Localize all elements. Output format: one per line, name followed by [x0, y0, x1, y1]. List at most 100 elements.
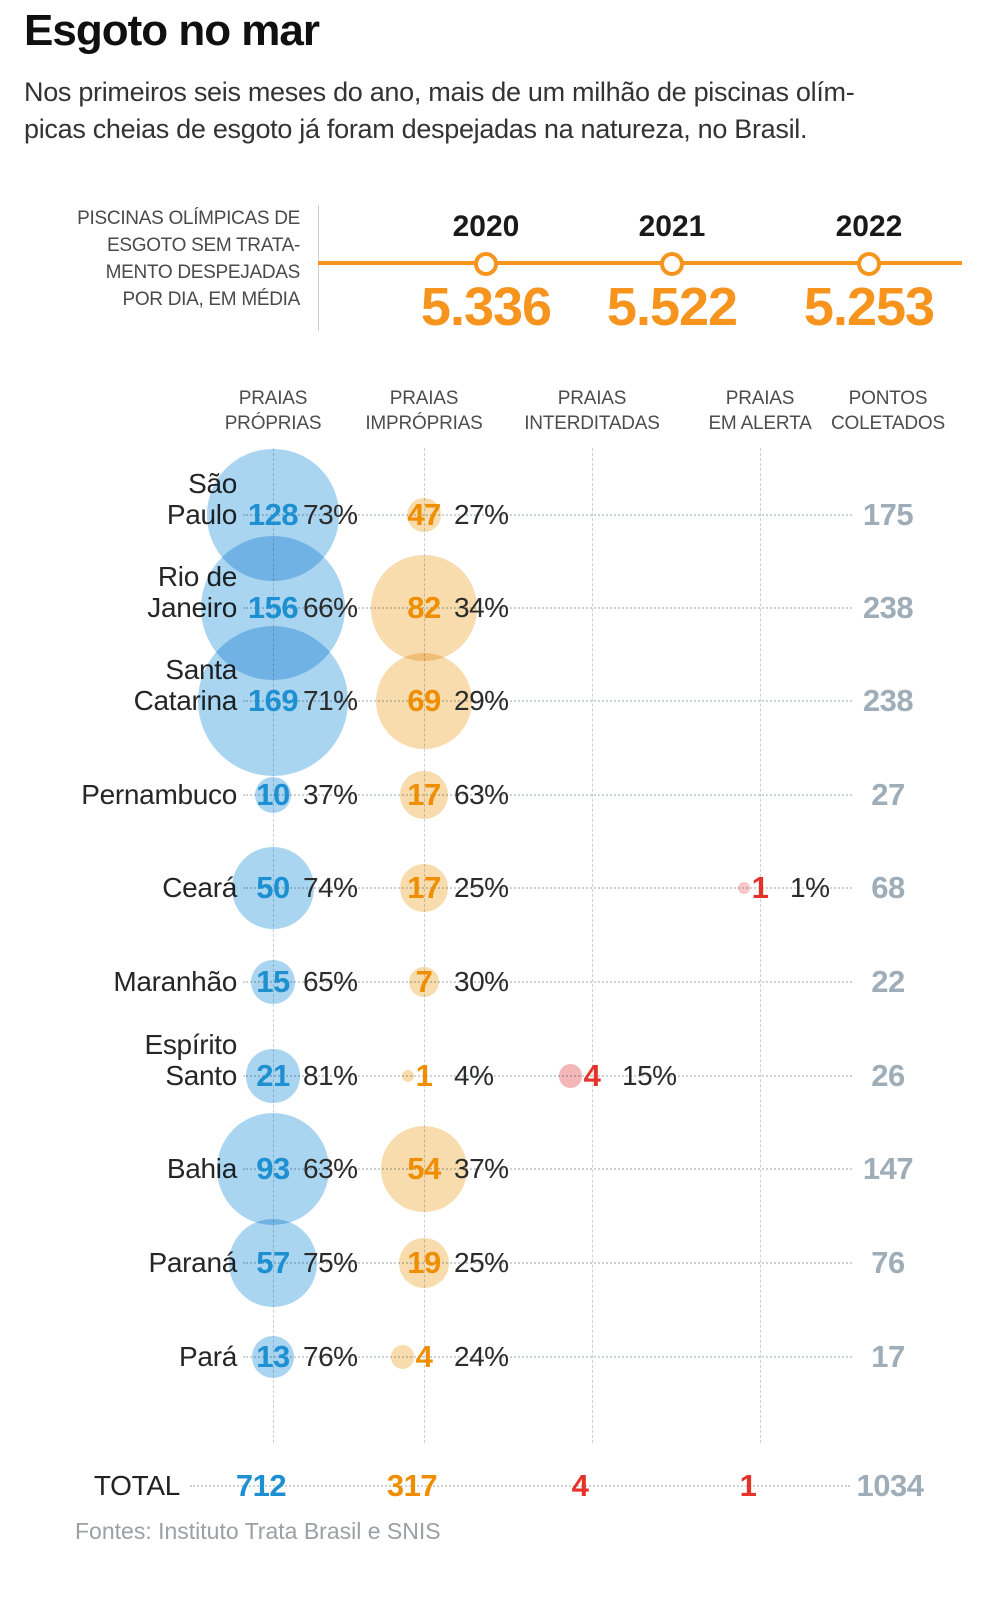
value-proprias: 93 [256, 1151, 290, 1186]
row-label: Pernambuco [0, 779, 237, 810]
total-value-improprias: 317 [386, 1468, 438, 1503]
value-proprias: 156 [247, 590, 299, 625]
pontos-value: 26 [871, 1058, 905, 1093]
bubble-improprias [371, 555, 477, 661]
pontos-value: 175 [862, 497, 914, 532]
timeline-marker [660, 252, 684, 276]
subtitle-line-2: picas cheias de esgoto já foram despejad… [24, 114, 808, 144]
source-note: Fontes: Instituto Trata Brasil e SNIS [75, 1518, 441, 1544]
row-leader-line [243, 1075, 852, 1077]
value-improprias: 1 [415, 1058, 433, 1093]
pct-proprias: 76% [303, 1341, 358, 1372]
timeline-axis-label-line: POR DIA, EM MÉDIA [122, 289, 300, 310]
column-header-line: COLETADOS [831, 413, 945, 434]
row-leader-line [243, 514, 852, 516]
timeline-value: 5.522 [606, 277, 738, 337]
column-header-line: PRÓPRIAS [224, 413, 322, 434]
column-header-line: IMPRÓPRIAS [365, 413, 483, 434]
bubble-improprias [407, 498, 441, 532]
pct-proprias: 74% [303, 872, 358, 903]
row-leader-line [243, 981, 852, 983]
column-gridline [591, 448, 593, 1443]
row-label: São Paulo [0, 468, 237, 530]
timeline-axis-label-line: ESGOTO SEM TRATA- [106, 235, 300, 256]
row-label-line: São [188, 468, 237, 499]
total-leader-line [190, 1485, 850, 1487]
row-leader-line [243, 607, 852, 609]
bubble-improprias [390, 1345, 414, 1369]
column-header-proprias: PRAIAS PRÓPRIAS [183, 386, 363, 436]
value-improprias: 69 [407, 683, 441, 718]
pct-proprias: 81% [303, 1060, 358, 1091]
bubble-proprias [231, 846, 314, 929]
column-gridline [759, 448, 761, 1443]
value-proprias: 57 [256, 1245, 290, 1280]
row-label-line: Pernambuco [81, 779, 237, 810]
total-value-proprias: 712 [235, 1468, 287, 1503]
bubble-proprias [250, 959, 296, 1005]
subtitle-line-1: Nos primeiros seis meses do ano, mais de… [24, 77, 855, 107]
page-title: Esgoto no mar [24, 6, 320, 55]
row-label: Paraná [0, 1247, 238, 1278]
timeline-marker [474, 252, 498, 276]
timeline-separator-line [318, 205, 319, 331]
bubble-improprias [381, 1126, 467, 1212]
pct-improprias: 25% [454, 1247, 509, 1278]
row-label: Espírito Santo [0, 1029, 237, 1091]
timeline-line [318, 261, 962, 265]
value-improprias: 54 [407, 1151, 441, 1186]
row-label: Maranhão [0, 966, 237, 997]
pct-improprias: 37% [454, 1153, 509, 1184]
pct-alerta: 1% [790, 872, 830, 903]
value-improprias: 17 [407, 777, 441, 812]
column-header-pontos: PONTOS COLETADOS [798, 386, 978, 436]
bubble-proprias [197, 625, 349, 777]
value-proprias: 10 [256, 777, 290, 812]
value-proprias: 21 [256, 1058, 290, 1093]
timeline-year: 2020 [452, 210, 520, 243]
pct-improprias: 4% [454, 1060, 494, 1091]
timeline-year: 2021 [638, 210, 706, 243]
bubble-improprias [375, 652, 473, 750]
value-proprias: 15 [256, 964, 290, 999]
timeline-axis-label-line: PISCINAS OLÍMPICAS DE [77, 208, 300, 229]
bubble-interditadas [558, 1064, 582, 1088]
pontos-value: 22 [871, 964, 905, 999]
row-label-line: Santo [165, 1060, 237, 1091]
total-label: TOTAL [93, 1470, 180, 1501]
total-value-interditadas: 4 [571, 1468, 589, 1503]
row-label-line: Rio de [157, 561, 237, 592]
pontos-value: 68 [871, 870, 905, 905]
row-leader-line [243, 794, 852, 796]
pct-proprias: 37% [303, 779, 358, 810]
pct-interditadas: 15% [622, 1060, 677, 1091]
column-header-line: PONTOS [848, 388, 928, 409]
pontos-value: 76 [871, 1245, 905, 1280]
page-subtitle: Nos primeiros seis meses do ano, mais de… [24, 74, 855, 148]
row-leader-line [243, 700, 852, 702]
pct-proprias: 63% [303, 1153, 358, 1184]
row-label-line: Paraná [148, 1247, 238, 1278]
pontos-value: 27 [871, 777, 905, 812]
pct-proprias: 65% [303, 966, 358, 997]
row-leader-line [243, 1168, 852, 1170]
row-label-line: Espírito [144, 1029, 237, 1060]
pct-improprias: 30% [454, 966, 509, 997]
column-header-line: PRAIAS [238, 388, 308, 409]
row-label: Pará [0, 1341, 237, 1372]
pct-improprias: 27% [454, 499, 509, 530]
column-header-alerta: PRAIAS EM ALERTA [670, 386, 850, 436]
column-header-line: EM ALERTA [708, 413, 812, 434]
bubble-improprias [400, 771, 448, 819]
timeline-axis-label-line: MENTO DESPEJADAS [105, 262, 301, 283]
timeline-marker [857, 252, 881, 276]
column-header-improprias: PRAIAS IMPRÓPRIAS [334, 386, 514, 436]
value-proprias: 13 [256, 1339, 290, 1374]
bubble-improprias [400, 864, 448, 912]
pct-proprias: 71% [303, 685, 358, 716]
value-proprias: 128 [247, 497, 299, 532]
row-label-line: Pará [179, 1341, 237, 1372]
column-header-line: PRAIAS [389, 388, 459, 409]
pontos-value: 238 [862, 683, 914, 718]
